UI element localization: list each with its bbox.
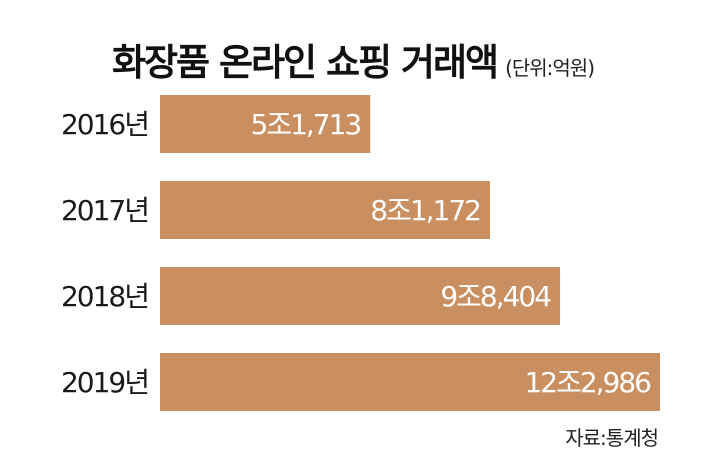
chart-title: 화장품 온라인 쇼핑 거래액 (111, 41, 499, 84)
bar (160, 181, 491, 239)
source-note: 자료:통계청 (565, 426, 659, 450)
category-label: 2019년 (61, 366, 148, 399)
bar (160, 267, 561, 325)
bar (160, 353, 660, 411)
chart-title-row: 화장품 온라인 쇼핑 거래액 (단위:억원) (0, 32, 706, 86)
data-label: 9조8,404 (440, 280, 551, 313)
data-label: 12조2,986 (524, 366, 651, 399)
category-label: 2017년 (61, 194, 148, 227)
category-label: 2018년 (61, 280, 148, 313)
bar (160, 95, 371, 153)
data-label: 5조1,713 (251, 108, 361, 141)
category-label: 2016년 (61, 108, 148, 141)
data-label: 8조1,172 (370, 194, 480, 227)
unit-label: (단위:억원) (505, 56, 595, 80)
